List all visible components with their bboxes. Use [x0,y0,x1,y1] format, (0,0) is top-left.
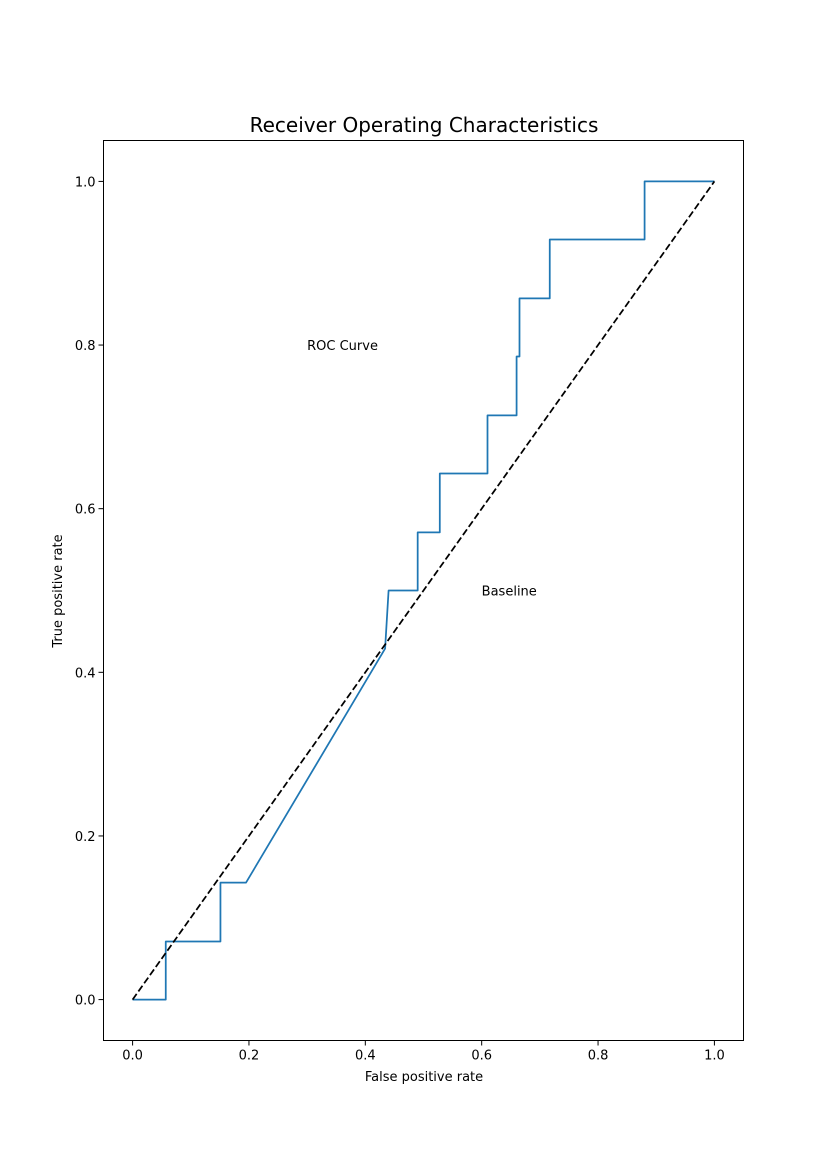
y-tick-label: 0.8 [75,339,96,354]
y-tick-label: 0.2 [75,830,96,845]
x-tick-label: 0.6 [471,1049,492,1064]
x-tick-label: 0.8 [588,1049,609,1064]
y-tick-label: 1.0 [75,175,96,190]
plot-area: ROC Curve Baseline [131,180,716,1001]
y-tick-label: 0.0 [75,994,96,1009]
plot-frame [103,140,744,1041]
annotation-roc-curve: ROC Curve [307,339,378,354]
baseline-line [131,180,716,1001]
annotation-baseline: Baseline [482,585,537,600]
x-tick-label: 1.0 [704,1049,725,1064]
roc-curve-line [132,180,715,1001]
x-axis: 0.0 0.2 0.4 0.6 0.8 1.0 [122,1040,725,1064]
chart-title: Receiver Operating Characteristics [250,113,599,137]
x-tick-label: 0.4 [355,1049,376,1064]
y-tick-label: 0.4 [75,666,96,681]
y-tick-label: 0.6 [75,503,96,518]
x-axis-label: False positive rate [365,1070,483,1085]
x-tick-label: 0.0 [122,1049,143,1064]
x-tick-label: 0.2 [239,1049,260,1064]
y-axis-label: True positive rate [51,534,66,648]
y-axis: 0.0 0.2 0.4 0.6 0.8 1.0 [75,175,104,1009]
